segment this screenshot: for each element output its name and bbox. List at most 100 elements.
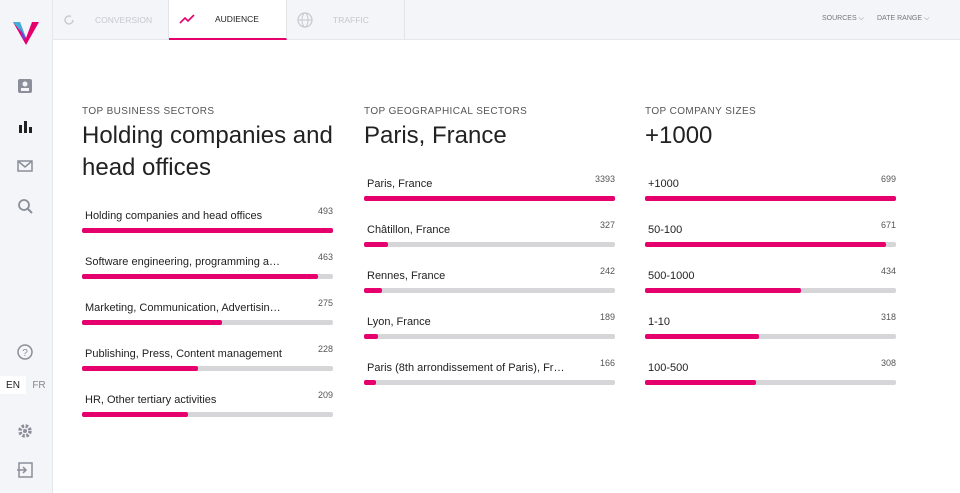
- bar: [364, 380, 377, 385]
- tab-icon: [179, 14, 195, 24]
- item-name: Paris (8th arrondissement of Paris), Fr…: [367, 362, 565, 374]
- tab[interactable]: AUDIENCE: [169, 0, 287, 40]
- item-value: 493: [317, 206, 333, 216]
- list-item: Châtillon, France 327: [364, 208, 615, 254]
- mail-icon[interactable]: [16, 157, 34, 175]
- item-value: 228: [317, 344, 333, 354]
- bar: [82, 228, 333, 233]
- list-item: Paris, France 3393: [364, 162, 615, 208]
- tab[interactable]: TRAFFIC: [287, 0, 405, 40]
- item-name: Paris, France: [367, 178, 433, 190]
- item-value: 463: [317, 252, 333, 262]
- filter-label: SOURCES: [822, 15, 857, 22]
- item-value: 166: [599, 358, 615, 368]
- item-name: 100-500: [648, 362, 689, 374]
- item-value: 318: [880, 312, 896, 322]
- help-icon[interactable]: ?: [16, 343, 34, 361]
- bar-track: [645, 288, 896, 293]
- panel: TOP BUSINESS SECTORS Holding companies an…: [82, 106, 333, 424]
- list-item: Holding companies and head offices 493: [82, 194, 333, 240]
- language-option[interactable]: EN: [0, 376, 26, 394]
- bar-track: [82, 366, 333, 371]
- tab[interactable]: CONVERSION: [53, 0, 169, 40]
- bar-track: [645, 334, 896, 339]
- tab-label: TRAFFIC: [333, 15, 369, 25]
- tab-icon: [64, 15, 74, 25]
- item-name: Software engineering, programming a…: [85, 256, 281, 268]
- list-item: 500-1000 434: [645, 254, 896, 300]
- list-item: 100-500 308: [645, 346, 896, 392]
- bar-track: [82, 412, 333, 417]
- bar: [645, 334, 760, 339]
- bar: [82, 366, 199, 371]
- panel-label: TOP GEOGRAPHICAL SECTORS: [364, 106, 528, 117]
- bar: [364, 288, 382, 293]
- bar-track: [82, 228, 333, 233]
- item-name: Marketing, Communication, Advertisin…: [85, 302, 281, 314]
- panel-label: TOP COMPANY SIZES: [645, 106, 757, 117]
- bar-track: [364, 196, 615, 201]
- bar: [364, 196, 615, 201]
- bar-track: [82, 274, 333, 279]
- panel: TOP COMPANY SIZES +1000 +1000 699 50-100 671 5…: [645, 106, 896, 392]
- panel: TOP GEOGRAPHICAL SECTORS Paris, France Par…: [364, 106, 615, 392]
- item-value: 434: [880, 266, 896, 276]
- stats-icon[interactable]: [16, 118, 34, 136]
- item-value: 3393: [594, 174, 615, 184]
- bar: [645, 380, 756, 385]
- tab-label: CONVERSION: [95, 15, 153, 25]
- item-name: Rennes, France: [367, 270, 446, 282]
- logo[interactable]: [11, 18, 41, 46]
- bar: [364, 334, 378, 339]
- bar: [364, 242, 389, 247]
- logout-icon[interactable]: [16, 461, 34, 479]
- bar: [645, 242, 886, 247]
- list-item: +1000 699: [645, 162, 896, 208]
- bar-track: [364, 242, 615, 247]
- bar-track: [364, 288, 615, 293]
- panel-headline: Holding companies and head offices: [82, 122, 333, 181]
- list-item: HR, Other tertiary activities 209: [82, 378, 333, 424]
- item-name: 50-100: [648, 224, 683, 236]
- list-item: Software engineering, programming a… 463: [82, 240, 333, 286]
- item-name: 500-1000: [648, 270, 695, 282]
- item-name: +1000: [648, 178, 679, 190]
- item-value: 189: [599, 312, 615, 322]
- bar-track: [82, 320, 333, 325]
- language-option[interactable]: FR: [32, 379, 46, 391]
- settings-icon[interactable]: [16, 422, 34, 440]
- filter-dropdown[interactable]: SOURCES ⌵: [822, 15, 864, 22]
- list-item: Marketing, Communication, Advertisin… 275: [82, 286, 333, 332]
- sidebar: ? EN FR: [0, 0, 53, 493]
- bar: [82, 320, 222, 325]
- list-item: 50-100 671: [645, 208, 896, 254]
- item-value: 671: [880, 220, 896, 230]
- bar-track: [645, 242, 896, 247]
- tab-label: AUDIENCE: [215, 14, 259, 24]
- item-name: Châtillon, France: [367, 224, 451, 236]
- bar-track: [364, 380, 615, 385]
- filter-dropdown[interactable]: DATE RANGE ⌵: [877, 15, 930, 22]
- panel-label: TOP BUSINESS SECTORS: [82, 106, 215, 117]
- bar-track: [364, 334, 615, 339]
- bar: [645, 288, 801, 293]
- bar: [82, 274, 318, 279]
- item-value: 242: [599, 266, 615, 276]
- panel-headline: Paris, France: [364, 122, 507, 149]
- list-item: Rennes, France 242: [364, 254, 615, 300]
- item-value: 327: [599, 220, 615, 230]
- list-item: Publishing, Press, Content management 228: [82, 332, 333, 378]
- tab-icon: [297, 12, 313, 28]
- item-value: 275: [317, 298, 333, 308]
- item-name: 1-10: [648, 316, 671, 328]
- item-name: Lyon, France: [367, 316, 431, 328]
- list-item: Paris (8th arrondissement of Paris), Fr……: [364, 346, 615, 392]
- search-icon[interactable]: [16, 197, 34, 215]
- item-name: Holding companies and head offices: [85, 210, 263, 222]
- svg-text:?: ?: [22, 348, 28, 359]
- item-value: 699: [880, 174, 896, 184]
- bar: [82, 412, 189, 417]
- contacts-icon[interactable]: [16, 77, 34, 95]
- list-item: 1-10 318: [645, 300, 896, 346]
